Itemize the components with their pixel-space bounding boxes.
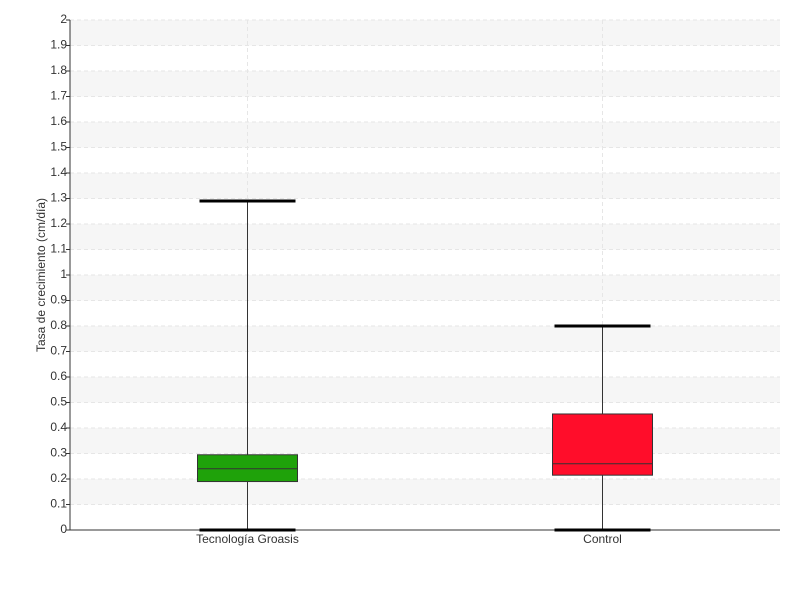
y-tick-label: 0.4 bbox=[50, 420, 67, 434]
y-tick-label: 1.6 bbox=[50, 114, 67, 128]
box bbox=[552, 413, 653, 476]
y-tick-label: 0.3 bbox=[50, 446, 67, 460]
y-tick-label: 1.4 bbox=[50, 165, 67, 179]
y-tick-label: 1 bbox=[60, 267, 67, 281]
y-tick-label: 0.1 bbox=[50, 497, 67, 511]
y-tick-label: 1.9 bbox=[50, 38, 67, 52]
y-tick-label: 1.2 bbox=[50, 216, 67, 230]
grid-band bbox=[70, 224, 780, 250]
y-tick-label: 0.2 bbox=[50, 471, 67, 485]
x-tick-label: Control bbox=[583, 532, 622, 546]
grid-band bbox=[70, 20, 780, 46]
y-tick-label: 1.1 bbox=[50, 242, 67, 256]
y-tick-label: 1.3 bbox=[50, 191, 67, 205]
y-tick-label: 0 bbox=[60, 522, 67, 536]
grid-band bbox=[70, 173, 780, 199]
y-tick-label: 2 bbox=[60, 12, 67, 26]
grid-band bbox=[70, 428, 780, 454]
y-tick-label: 0.7 bbox=[50, 344, 67, 358]
y-tick-label: 0.6 bbox=[50, 369, 67, 383]
y-tick-label: 0.9 bbox=[50, 293, 67, 307]
grid-band bbox=[70, 275, 780, 301]
grid-band bbox=[70, 326, 780, 352]
box bbox=[197, 454, 298, 483]
x-tick-label: Tecnología Groasis bbox=[196, 532, 299, 546]
y-tick-label: 1.5 bbox=[50, 140, 67, 154]
y-tick-label: 1.7 bbox=[50, 89, 67, 103]
grid-band bbox=[70, 377, 780, 403]
grid-band bbox=[70, 479, 780, 505]
grid-band bbox=[70, 122, 780, 148]
y-tick-label: 0.8 bbox=[50, 318, 67, 332]
y-tick-label: 1.8 bbox=[50, 63, 67, 77]
y-axis-label: Tasa de crecimiento (cm/día) bbox=[34, 198, 48, 352]
grid-band bbox=[70, 71, 780, 97]
y-tick-label: 0.5 bbox=[50, 395, 67, 409]
